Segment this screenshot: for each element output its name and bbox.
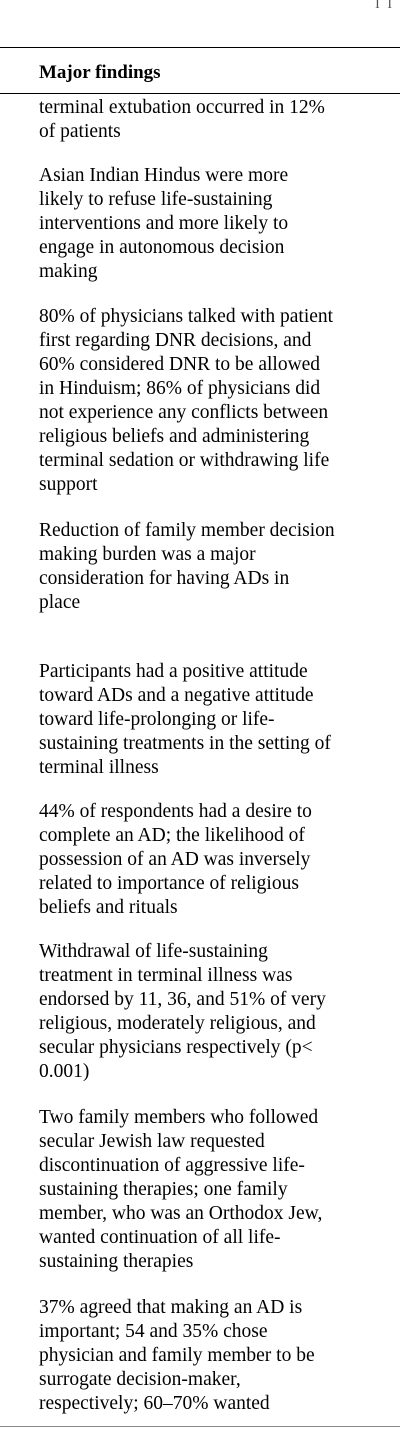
finding-cell: 37% agreed that making an AD is importan… — [39, 1297, 315, 1414]
finding-cell: Asian Indian Hindus were more likely to … — [39, 165, 289, 282]
table-top-rule — [0, 47, 400, 48]
finding-cell: 80% of physicians talked with patient fi… — [39, 306, 334, 495]
finding-cell: 44% of respondents had a desire to compl… — [39, 801, 312, 918]
finding-cell: Participants had a positive attitude tow… — [39, 661, 331, 778]
page-bottom-rule — [0, 1426, 400, 1427]
header-rule — [0, 93, 400, 94]
finding-cell: terminal extubation occurred in 12% of p… — [39, 97, 325, 142]
page-edge-mark: I I — [375, 0, 394, 12]
column-header-major-findings: Major findings — [39, 62, 161, 83]
finding-cell: Two family members who followed secular … — [39, 1107, 323, 1272]
finding-cell: Withdrawal of life-sustaining treatment … — [39, 941, 326, 1082]
finding-cell: Reduction of family member decision maki… — [39, 520, 335, 613]
